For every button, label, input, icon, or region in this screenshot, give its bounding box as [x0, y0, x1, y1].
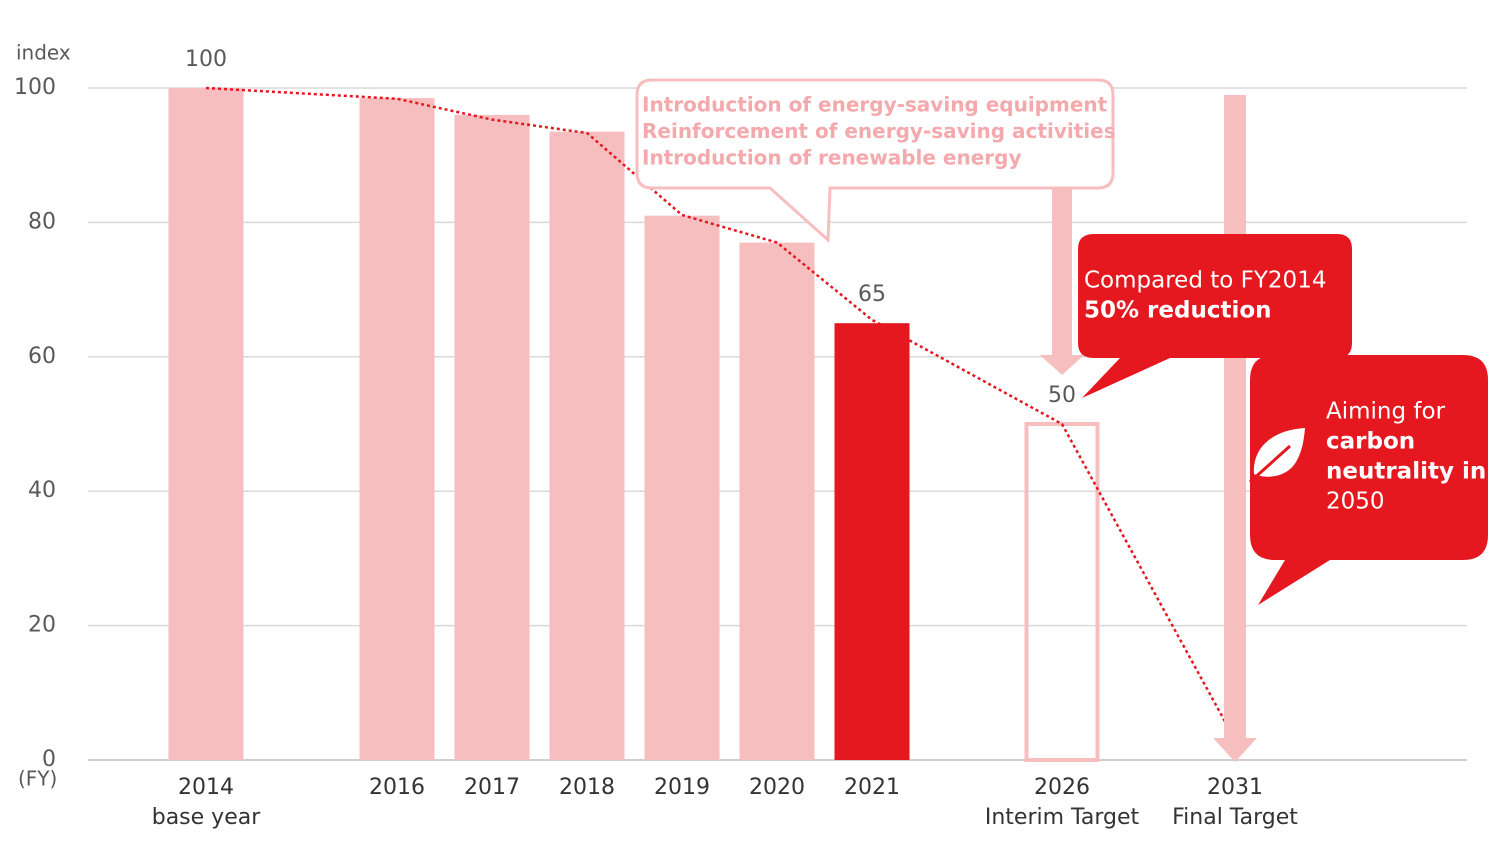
- callout-text: Compared to FY2014: [1084, 268, 1326, 294]
- y-axis-label: index: [16, 41, 71, 65]
- data-label: 65: [858, 282, 886, 307]
- bar: [454, 114, 530, 760]
- callout-text: Aiming for: [1326, 399, 1446, 425]
- bar: [834, 323, 910, 760]
- x-tick-label: 2021: [844, 775, 900, 800]
- x-tick-label: 2014: [178, 775, 234, 800]
- y-tick-label: 80: [28, 209, 56, 234]
- y-tick-label: 0: [42, 747, 56, 772]
- callout-box: [1250, 355, 1488, 605]
- x-tick-label: 2026: [1034, 775, 1090, 800]
- bar: [168, 88, 244, 760]
- leaf-icon: [1248, 428, 1305, 484]
- x-tick-sublabel: Final Target: [1172, 805, 1298, 830]
- bar: [359, 98, 435, 760]
- bar: [1024, 422, 1100, 762]
- x-tick-label: 2019: [654, 775, 710, 800]
- trend-line: [205, 86, 1237, 741]
- data-label: 50: [1048, 383, 1076, 408]
- bar: [739, 242, 815, 760]
- y-tick-label: 20: [28, 613, 56, 638]
- x-axis-label: (FY): [18, 767, 57, 791]
- x-tick-label: 2018: [559, 775, 615, 800]
- callout-text: Introduction of renewable energy: [642, 146, 1022, 170]
- bar: [549, 131, 625, 760]
- bar: [644, 215, 720, 760]
- callout-text: carbon: [1326, 429, 1415, 455]
- callout-text: 50% reduction: [1084, 298, 1272, 324]
- callout-text: 2050: [1326, 489, 1385, 515]
- arrow: [1040, 188, 1084, 375]
- data-label: 100: [185, 47, 227, 72]
- callout-box: [635, 78, 1115, 244]
- x-tick-sublabel: Interim Target: [985, 805, 1140, 830]
- callout-text: Reinforcement of energy-saving activitie…: [642, 119, 1116, 143]
- x-tick-label: 2031: [1207, 775, 1263, 800]
- y-tick-label: 60: [28, 344, 56, 369]
- callout-text: Introduction of energy-saving equipment: [642, 93, 1108, 117]
- x-tick-label: 2020: [749, 775, 805, 800]
- x-tick-label: 2017: [464, 775, 520, 800]
- y-tick-label: 40: [28, 478, 56, 503]
- y-tick-label: 100: [14, 75, 56, 100]
- x-tick-label: 2016: [369, 775, 425, 800]
- callout-text: neutrality in: [1326, 459, 1486, 485]
- x-tick-sublabel: base year: [152, 805, 261, 830]
